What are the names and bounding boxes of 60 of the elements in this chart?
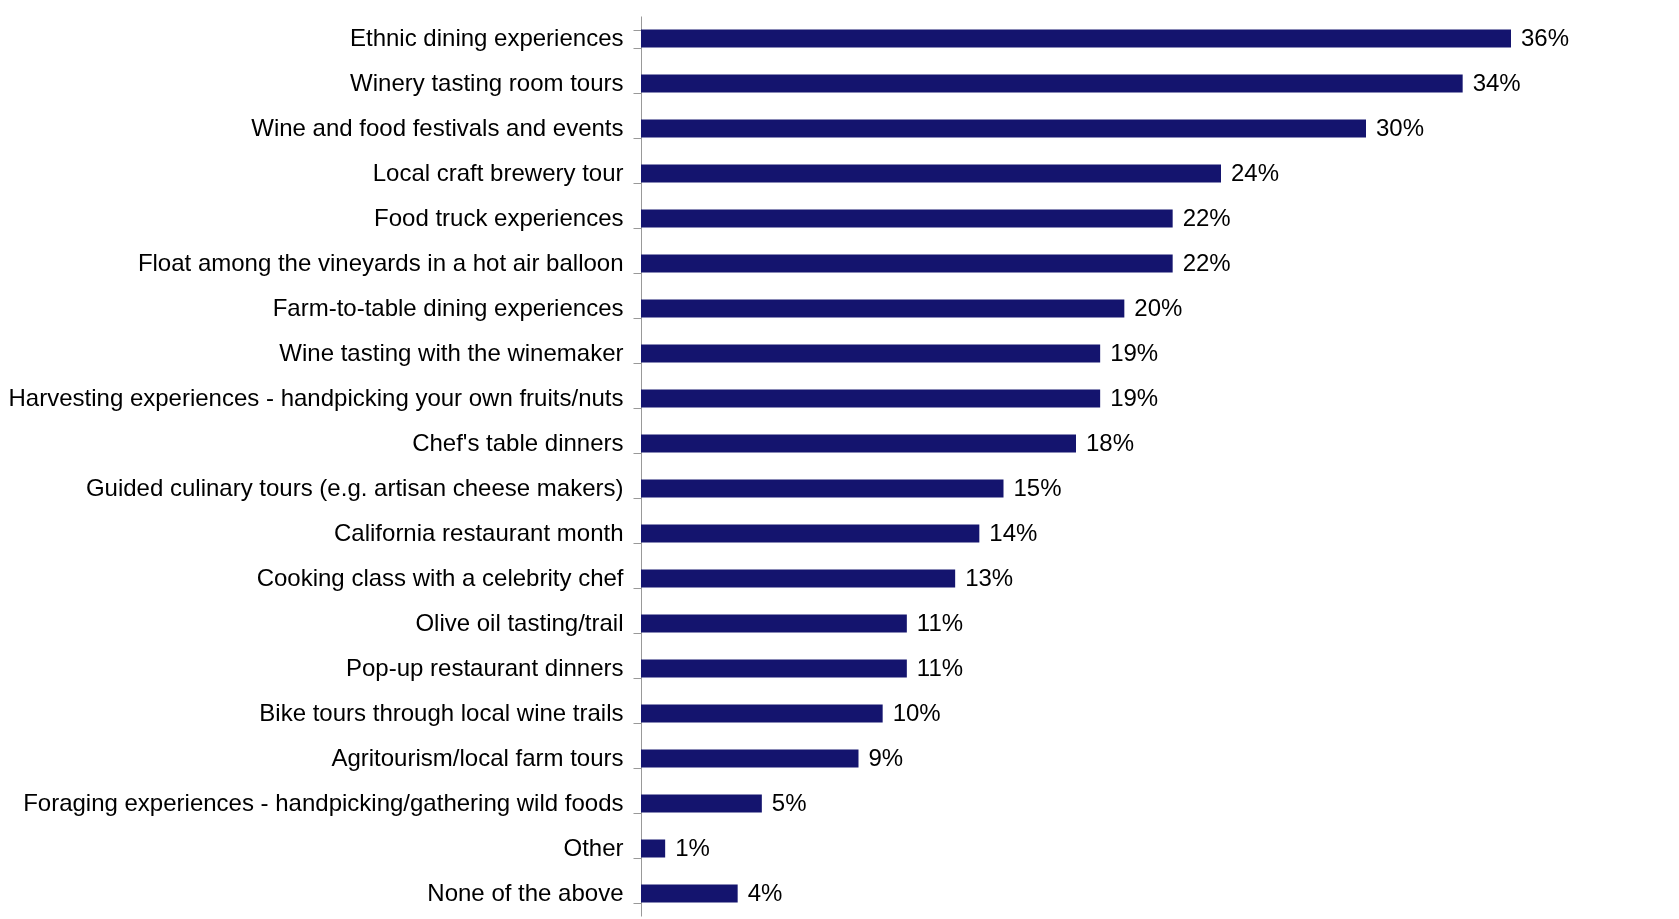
bar: [641, 119, 1366, 138]
data-label: 19%: [1110, 338, 1159, 366]
data-label: 20%: [1134, 293, 1183, 321]
y-tick-label: Wine and food festivals and events: [251, 114, 624, 141]
bar: [641, 704, 883, 723]
data-label: 13%: [965, 563, 1014, 591]
y-tick-label: Ethnic dining experiences: [349, 24, 624, 51]
data-label: 36%: [1521, 23, 1570, 51]
data-label: 4%: [747, 878, 783, 906]
bar: [641, 164, 1221, 183]
bar: [641, 74, 1463, 93]
y-tick-label: Cooking class with a celebrity chef: [256, 564, 624, 591]
bar: [641, 299, 1125, 318]
data-label: 22%: [1182, 248, 1231, 276]
data-label: 18%: [1086, 428, 1135, 456]
y-tick-label: California restaurant month: [334, 519, 624, 546]
bar: [641, 839, 666, 858]
data-label: 10%: [892, 698, 941, 726]
data-label: 5%: [771, 788, 807, 816]
data-label: 24%: [1231, 158, 1280, 186]
data-label: 11%: [916, 608, 964, 636]
data-label: 9%: [868, 743, 904, 771]
bar: [641, 659, 907, 678]
y-tick-label: Foraging experiences - handpicking/gathering wild foods: [23, 789, 624, 816]
y-tick-label: Olive oil tasting/trail: [415, 609, 624, 636]
bar: [641, 569, 956, 588]
y-tick-label: Bike tours through local wine trails: [259, 699, 624, 726]
data-label: 1%: [675, 833, 710, 861]
data-label: 30%: [1376, 113, 1425, 141]
bar: [641, 479, 1004, 498]
y-tick-label: Pop-up restaurant dinners: [346, 654, 624, 681]
data-label: 15%: [1013, 473, 1062, 501]
bar: [641, 614, 907, 633]
data-label: 34%: [1472, 68, 1521, 96]
y-tick-label: Agritourism/local farm tours: [331, 744, 624, 771]
data-label: 22%: [1182, 203, 1231, 231]
data-label: 11%: [916, 653, 964, 681]
y-tick-label: Wine tasting with the winemaker: [279, 339, 624, 366]
y-tick-label: Float among the vineyards in a hot air balloon: [137, 249, 624, 276]
bar: [641, 254, 1173, 273]
bar: [641, 794, 762, 813]
y-tick-label: Food truck experiences: [374, 204, 624, 231]
bar: [641, 884, 738, 903]
bar: [641, 434, 1076, 453]
y-tick-label: None of the above: [427, 879, 624, 906]
bar: [641, 344, 1101, 363]
y-tick-label: Winery tasting room tours: [350, 69, 624, 96]
y-tick-label: Other: [563, 834, 624, 861]
bar: [641, 389, 1101, 408]
data-label: 19%: [1110, 383, 1159, 411]
y-tick-label: Guided culinary tours (e.g. artisan cheese makers): [85, 474, 624, 501]
y-tick-label: Local craft brewery tour: [372, 159, 624, 186]
bar: [641, 209, 1173, 228]
bar: [641, 29, 1511, 48]
bar: [641, 524, 980, 543]
y-tick-label: Farm-to-table dining experiences: [272, 294, 624, 321]
bar: [641, 749, 859, 768]
y-tick-label: Chef's table dinners: [412, 429, 624, 456]
y-tick-label: Harvesting experiences - handpicking your own fruits/nuts: [8, 384, 624, 411]
data-label: 14%: [989, 518, 1038, 546]
